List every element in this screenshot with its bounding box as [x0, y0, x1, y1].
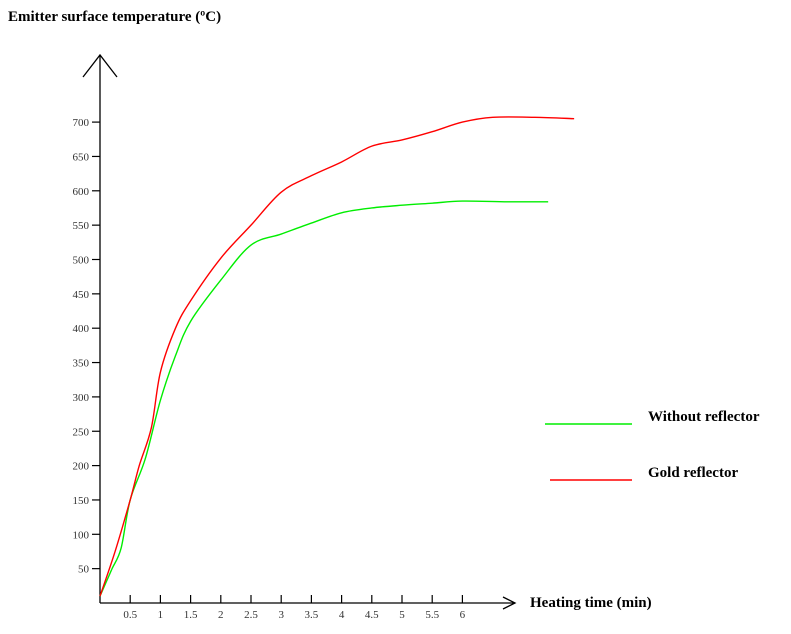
y-tick-label: 600	[73, 186, 90, 198]
y-tick-label: 500	[73, 255, 90, 267]
y-tick-label: 200	[73, 461, 90, 473]
series-line-gold-reflector	[99, 116, 575, 597]
x-tick-label: 6	[460, 609, 466, 621]
y-tick-label: 350	[73, 358, 90, 370]
x-axis-title: Heating time (min)	[530, 595, 652, 611]
y-tick-label: 450	[73, 289, 90, 301]
legend-label-gold-reflector: Gold reflector	[648, 465, 738, 481]
x-tick-label: 2.5	[244, 609, 258, 621]
y-tick-label: 250	[73, 426, 90, 438]
y-axis-title: Emitter surface temperature (ºC)	[8, 9, 221, 25]
y-tick-label: 550	[73, 220, 90, 232]
legend-label-without-reflector: Without reflector	[648, 409, 760, 425]
x-tick-label: 5.5	[425, 609, 439, 621]
y-tick-label: 100	[73, 529, 90, 541]
x-tick-label: 1.5	[184, 609, 198, 621]
x-tick-label: 3.5	[305, 609, 319, 621]
x-tick-label: 3	[278, 609, 284, 621]
x-tick-label: 1	[158, 609, 164, 621]
y-tick-label: 700	[73, 117, 90, 129]
x-tick-label: 4.5	[365, 609, 379, 621]
y-tick-label: 400	[73, 323, 90, 335]
x-tick-label: 5	[399, 609, 405, 621]
x-tick-label: 0.5	[123, 609, 137, 621]
x-tick-label: 4	[339, 609, 345, 621]
y-tick-label: 150	[73, 495, 90, 507]
series-line-without-reflector	[99, 200, 549, 597]
x-tick-label: 2	[218, 609, 224, 621]
x-axis-arrow	[502, 596, 517, 610]
y-axis-arrow	[82, 53, 118, 78]
y-tick-label: 50	[78, 564, 90, 576]
y-tick-label: 650	[73, 151, 90, 163]
y-tick-label: 300	[73, 392, 90, 404]
